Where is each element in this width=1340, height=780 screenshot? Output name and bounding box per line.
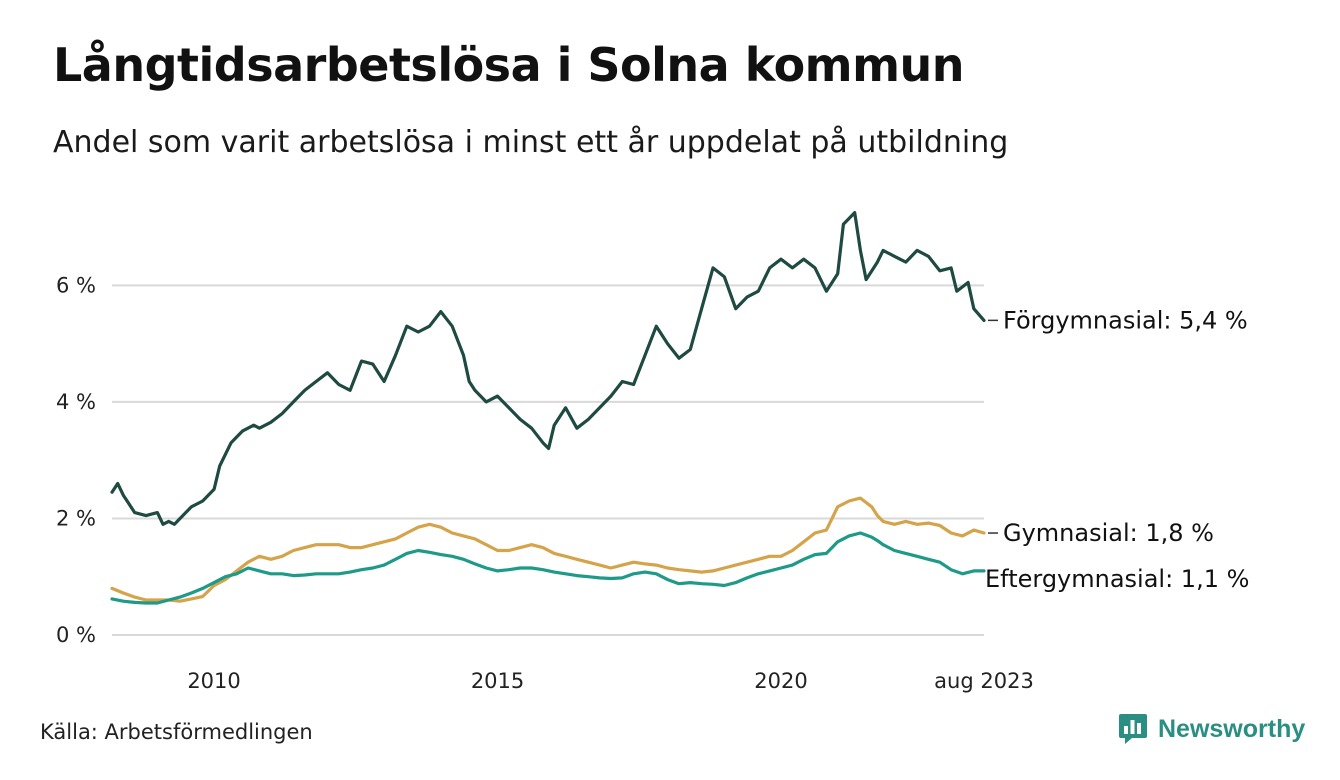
series-line-förgymnasial — [110, 211, 986, 526]
series-lines — [110, 211, 986, 605]
source-note: Källa: Arbetsförmedlingen — [40, 720, 313, 744]
y-tick-label: 2 % — [56, 506, 96, 530]
chart-title: Långtidsarbetslösa i Solna kommun — [53, 38, 965, 92]
y-tick-label: 0 % — [56, 623, 96, 647]
x-tick-label: aug 2023 — [934, 669, 1034, 693]
x-axis-ticks: 2010 2015 2020 aug 2023 — [187, 669, 1033, 693]
series-line-gymnasial — [110, 496, 986, 603]
series-end-label: Förgymnasial: 5,4 % — [1003, 306, 1248, 334]
brand-name: Newsworthy — [1158, 714, 1306, 743]
brand-logo: Newsworthy — [1118, 713, 1305, 745]
y-axis-ticks: 0 % 2 % 4 % 6 % — [56, 273, 96, 647]
x-tick-label: 2015 — [471, 669, 524, 693]
series-end-label: Gymnasial: 1,8 % — [1003, 519, 1214, 547]
chart-subtitle: Andel som varit arbetslösa i minst ett å… — [53, 125, 1009, 160]
newsworthy-logo-icon — [1119, 714, 1147, 744]
line-chart: 0 % 2 % 4 % 6 % 2010 2015 2020 aug 2023 Förgym… — [56, 211, 1249, 693]
series-line-eftergymnasial — [110, 531, 986, 605]
gridlines — [112, 284, 984, 636]
series-end-labels: Förgymnasial: 5,4 % Gymnasial: 1,8 % Efter… — [985, 306, 1249, 593]
series-end-label: Eftergymnasial: 1,1 % — [985, 565, 1249, 593]
y-tick-label: 6 % — [56, 273, 96, 297]
x-tick-label: 2010 — [187, 669, 240, 693]
x-tick-label: 2020 — [754, 669, 807, 693]
y-tick-label: 4 % — [56, 390, 96, 414]
